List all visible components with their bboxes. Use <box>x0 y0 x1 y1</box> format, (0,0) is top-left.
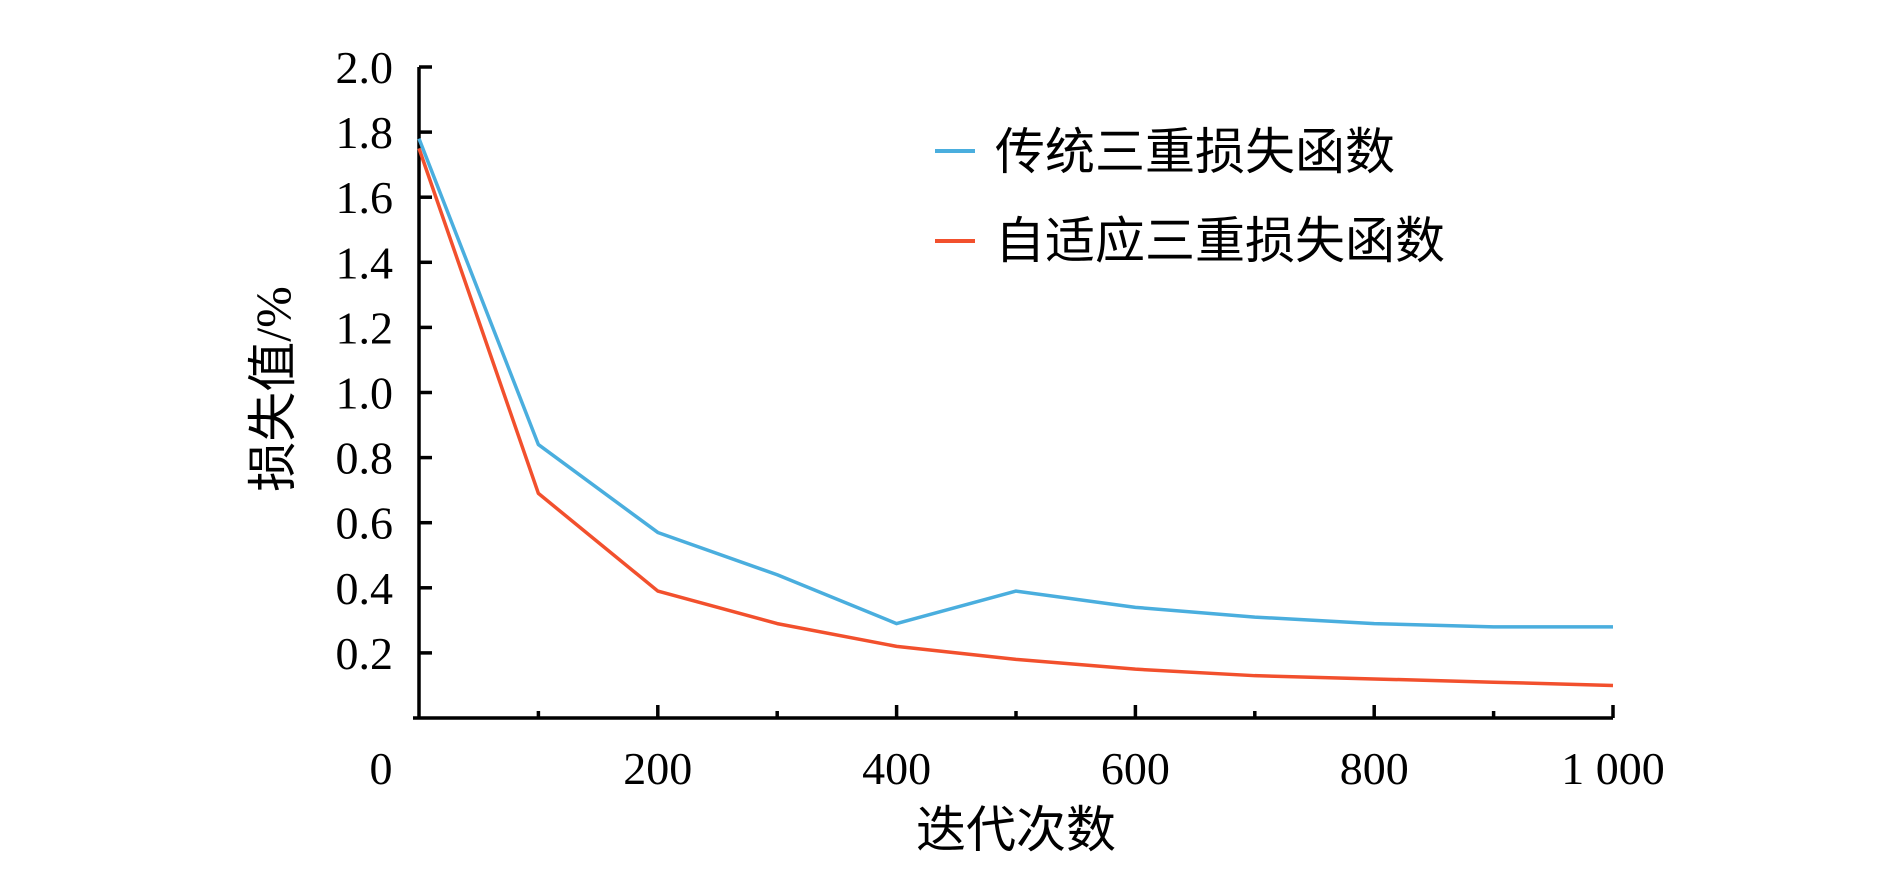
y-tick-label: 1.2 <box>336 302 394 353</box>
y-tick-label: 0.4 <box>336 563 394 614</box>
series-layer <box>417 137 1614 688</box>
legend-label-adaptive: 自适应三重损失函数 <box>995 213 1445 269</box>
y-tick-label: 0.2 <box>336 628 394 679</box>
y-tick-label: 2.0 <box>336 42 394 93</box>
x-tick-label: 1 000 <box>1561 743 1665 794</box>
x-tick-label: 400 <box>862 743 931 794</box>
y-tick-label: 0.6 <box>336 498 394 549</box>
x-tick-label: 600 <box>1101 743 1170 794</box>
y-tick-label: 1.4 <box>336 237 394 288</box>
y-axis-title: 损失值/% <box>245 286 301 492</box>
series-line-traditional <box>417 137 1613 629</box>
x-tick-label: 800 <box>1340 743 1409 794</box>
x-axis-title: 迭代次数 <box>916 802 1116 858</box>
y-tick-label: 0.8 <box>336 433 394 484</box>
x-tick-label: 200 <box>623 743 692 794</box>
legend: 传统三重损失函数 自适应三重损失函数 <box>935 124 1445 269</box>
legend-label-traditional: 传统三重损失函数 <box>995 124 1395 180</box>
x-tick-label: 0 <box>370 743 393 794</box>
series-line-adaptive <box>417 147 1614 688</box>
y-tick-label: 1.6 <box>336 172 394 223</box>
y-tick-label: 1.8 <box>336 107 394 158</box>
y-ticks: 0.2 0.4 0.6 0.8 1.0 1.2 1.4 1.6 1.8 2.0 <box>336 42 432 679</box>
y-tick-label: 1.0 <box>336 368 394 419</box>
x-ticks: 0 200 400 600 800 1 000 <box>370 705 1665 794</box>
